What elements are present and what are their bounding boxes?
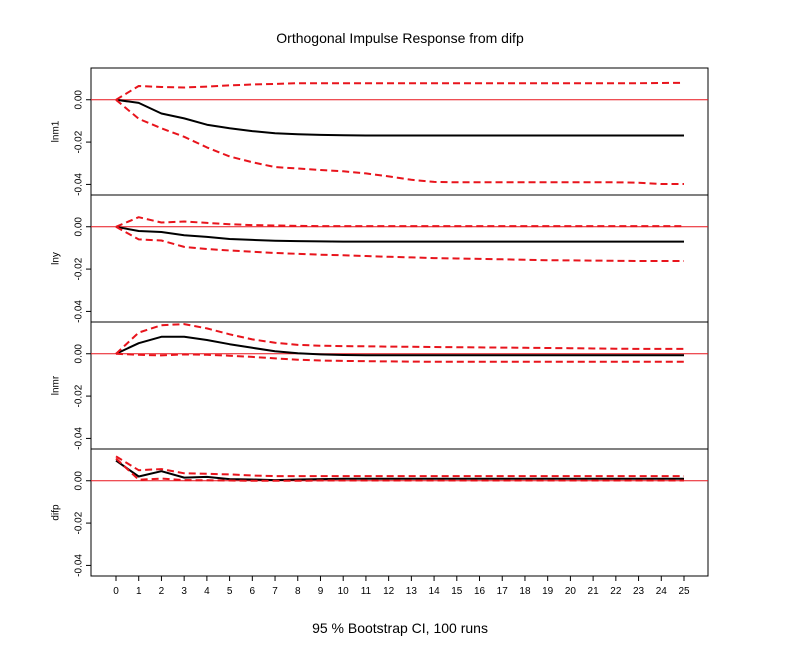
y-tick-label: 0.00 bbox=[74, 217, 85, 237]
x-tick-label: 2 bbox=[159, 586, 165, 597]
x-tick-label: 8 bbox=[295, 586, 301, 597]
x-tick-label: 19 bbox=[542, 586, 554, 597]
response-line bbox=[115, 98, 684, 137]
x-axis: 0 1 2 3 4 5 6 7 8 9 10 11 12 13 14 15 16 17 18 19 20 21 22 23 24… bbox=[113, 576, 690, 597]
x-tick-label: 1 bbox=[136, 586, 142, 597]
x-tick-label: 9 bbox=[318, 586, 324, 597]
response-line bbox=[115, 459, 684, 482]
y-tick-label: -0.04 bbox=[74, 300, 85, 323]
x-tick-label: 6 bbox=[250, 586, 256, 597]
chart-title: Orthogonal Impulse Response from difp bbox=[276, 30, 524, 46]
y-tick-label: 0.00 bbox=[74, 344, 85, 364]
x-tick-label: 17 bbox=[497, 586, 509, 597]
panel-ylabel: lny bbox=[51, 252, 62, 265]
ci-upper-line bbox=[115, 323, 684, 355]
y-tick-label: -0.04 bbox=[74, 554, 85, 577]
y-tick-label: -0.04 bbox=[74, 427, 85, 450]
x-tick-label: 13 bbox=[406, 586, 418, 597]
y-tick-label: 0.00 bbox=[74, 90, 85, 110]
panel-lnmr: 0.00 -0.02 -0.04 lnmr bbox=[51, 321, 708, 450]
panel-lnm1: 0.00 -0.02 -0.04 lnm1 bbox=[51, 81, 708, 196]
x-tick-label: 16 bbox=[474, 586, 486, 597]
response-line bbox=[115, 335, 684, 357]
ci-lower-line bbox=[115, 225, 684, 262]
x-tick-label: 0 bbox=[113, 586, 119, 597]
panels-layer: 0.00 -0.02 -0.04 lnm1 0.00 -0.02 -0.04 lny 0.00 -… bbox=[51, 81, 708, 577]
ci-lower-line bbox=[115, 352, 684, 363]
x-tick-label: 18 bbox=[519, 586, 531, 597]
x-tick-label: 3 bbox=[181, 586, 187, 597]
x-tick-label: 23 bbox=[633, 586, 645, 597]
panel-ylabel: difp bbox=[51, 504, 62, 521]
x-tick-label: 25 bbox=[678, 586, 690, 597]
x-tick-label: 15 bbox=[451, 586, 463, 597]
x-tick-label: 7 bbox=[272, 586, 278, 597]
x-tick-label: 20 bbox=[565, 586, 577, 597]
x-tick-label: 12 bbox=[383, 586, 395, 597]
x-tick-label: 11 bbox=[361, 586, 372, 597]
panel-ylabel: lnm1 bbox=[51, 120, 62, 142]
y-tick-label: -0.02 bbox=[74, 511, 85, 534]
y-tick-label: 0.00 bbox=[74, 471, 85, 491]
ci-upper-line bbox=[115, 216, 684, 228]
panel-ylabel: lnmr bbox=[51, 375, 62, 395]
x-tick-label: 14 bbox=[429, 586, 441, 597]
y-tick-label: -0.04 bbox=[74, 173, 85, 196]
y-tick-label: -0.02 bbox=[74, 384, 85, 407]
y-tick-label: -0.02 bbox=[74, 130, 85, 153]
panel-lny: 0.00 -0.02 -0.04 lny bbox=[51, 194, 708, 323]
panel-difp: 0.00 -0.02 -0.04 difp bbox=[51, 448, 708, 577]
y-tick-label: -0.02 bbox=[74, 257, 85, 280]
x-axis-title: 95 % Bootstrap CI, 100 runs bbox=[312, 620, 488, 636]
x-tick-label: 22 bbox=[610, 586, 622, 597]
x-tick-label: 24 bbox=[656, 586, 668, 597]
response-line bbox=[115, 225, 684, 243]
x-tick-label: 4 bbox=[204, 586, 210, 597]
ci-upper-line bbox=[115, 81, 685, 101]
x-tick-label: 21 bbox=[588, 586, 600, 597]
ci-lower-line bbox=[115, 457, 684, 482]
ci-lower-line bbox=[115, 99, 684, 185]
x-tick-label: 5 bbox=[227, 586, 233, 597]
ci-upper-line bbox=[115, 455, 684, 478]
x-tick-label: 10 bbox=[338, 586, 350, 597]
